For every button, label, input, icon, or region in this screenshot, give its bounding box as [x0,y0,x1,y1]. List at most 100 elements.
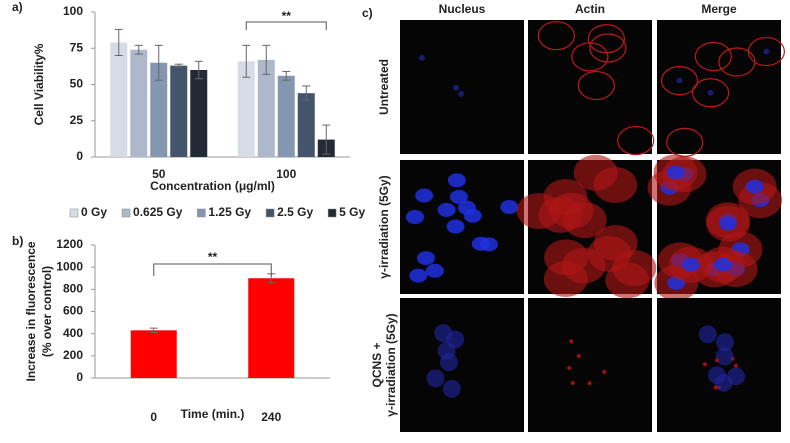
nucleus [681,257,700,272]
y-tick-label: 1200 [56,237,83,251]
nucleus [471,236,490,251]
column-label: Merge [701,2,737,16]
legend-label: 0 Gy [81,205,107,219]
actin-dot [569,339,574,344]
y-axis-title: (% over control) [40,266,54,357]
actin-dot [587,381,592,386]
nucleus-cluster [715,333,734,352]
significance-label: ** [282,9,292,23]
nucleus [405,209,424,224]
actin-dot [567,366,572,371]
actin-dot [570,380,575,385]
nucleus [449,189,468,204]
nucleus [446,219,465,234]
actin-dot [576,353,581,358]
column-label: Nucleus [439,2,486,16]
bar [150,62,168,157]
bar [170,65,188,157]
legend-swatch [69,208,79,218]
nucleus [425,263,444,278]
actin-outline [617,125,655,156]
micrograph [528,298,652,432]
nucleus [719,216,738,231]
bar [237,61,255,157]
nucleus [463,208,482,223]
y-tick-label: 200 [63,348,83,362]
nucleus [666,165,685,180]
nucleus-cluster [446,330,465,349]
y-tick-label: 1000 [56,259,83,273]
bar [110,42,128,158]
legend-swatch [121,208,131,218]
micrograph [400,20,524,154]
nucleus-cluster [727,367,746,386]
x-axis-title: Concentration (μg/ml) [150,179,275,193]
nucleus [500,200,519,215]
actin-outline [718,47,756,77]
y-tick-label: 600 [63,304,83,318]
significance-bracket [245,21,327,30]
y-axis-title: Increase in fluorescence [24,241,38,381]
legend-label: 0.625 Gy [133,205,183,219]
actin-outline [694,41,732,72]
nucleus [745,179,764,194]
nucleus [447,173,466,188]
y-tick-label: 25 [70,113,84,127]
panel-label: c) [362,6,373,20]
legend-swatch [265,208,275,218]
legend-label: 2.5 Gy [277,205,313,219]
nucleus [453,84,460,91]
bar [248,278,295,378]
actin-fill [516,193,561,230]
y-tick-label: 50 [70,77,84,91]
actin-fill [543,261,588,298]
x-tick-label: 100 [276,167,296,181]
micrograph [657,20,781,154]
column-label: Actin [575,2,605,16]
bar [257,59,275,157]
actin-outline [537,21,575,51]
y-axis-title: Cell Viability% [32,43,46,125]
actin-dot [703,362,708,367]
significance-label: ** [208,250,218,264]
bar [297,93,315,157]
legend-swatch [327,208,337,218]
micrograph [528,20,652,154]
bar [130,330,177,378]
row-label: QCNS + [370,342,384,387]
nucleus [458,90,465,97]
actin-outline [571,42,609,72]
actin-fill [573,154,618,191]
y-tick-label: 75 [70,40,84,54]
y-tick-label: 0 [76,370,83,384]
y-tick-label: 100 [63,4,83,18]
nucleus [707,89,714,96]
y-tick-label: 0 [76,149,83,163]
nucleus-cluster [715,347,734,366]
actin-dot [713,385,718,390]
legend-label: 5 Gy [339,205,365,219]
nucleus-cluster [426,369,445,388]
actin-outline [587,24,625,54]
actin-outline [660,66,699,96]
bar [130,49,148,158]
nucleus [763,48,770,55]
x-tick-label: 50 [152,167,166,181]
actin-outline [692,78,730,108]
y-tick-label: 800 [63,282,83,296]
actin-fill [587,236,632,273]
row-label: γ-irradiation (5Gy) [384,313,398,416]
nucleus [409,268,428,283]
actin-dot [715,358,720,363]
nucleus [415,188,434,203]
actin-dot [733,363,738,368]
micrograph [657,298,781,432]
panel-label: b) [12,234,23,248]
nucleus [437,202,456,217]
bar [277,75,295,157]
actin-dot [602,369,607,374]
row-label: γ-irradiation (5Gy) [377,175,391,278]
nucleus [713,257,732,272]
